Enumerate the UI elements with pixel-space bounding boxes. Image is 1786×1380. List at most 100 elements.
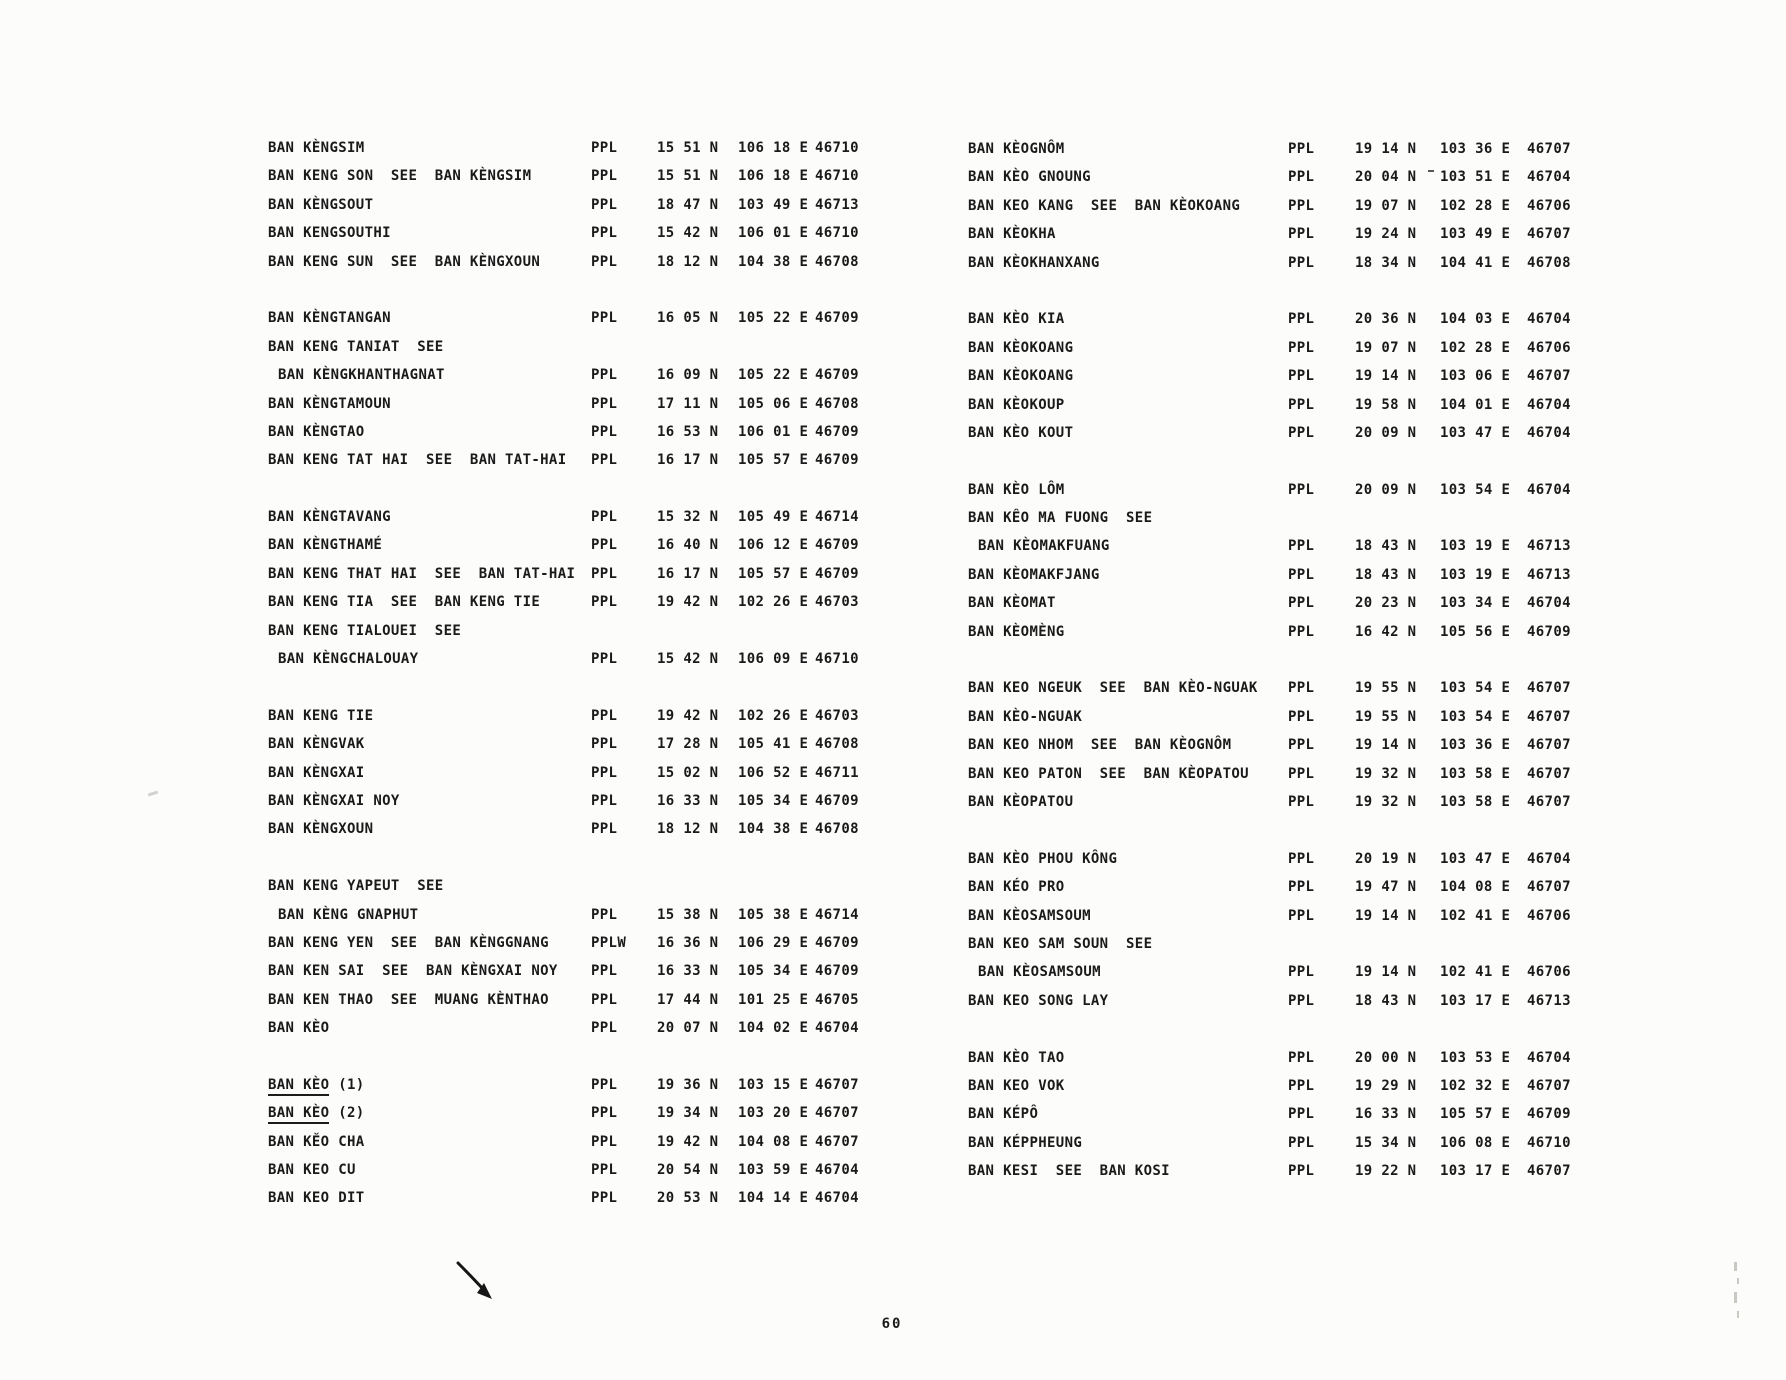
designation: PPL xyxy=(1288,481,1315,498)
longitude: 105 34 E xyxy=(738,963,809,980)
longitude: 103 17 E xyxy=(1440,1163,1511,1180)
gazetteer-row: BAN KEO VOK PPL 19 29 N 102 32 E 46707 xyxy=(968,1072,1628,1100)
longitude: 106 18 E xyxy=(738,168,809,185)
gazetteer-row: BAN KÈNGCHALOUAY PPL 15 42 N 106 09 E 46710 xyxy=(268,645,1148,673)
area-code: 46710 xyxy=(815,651,859,668)
latitude: 20 54 N xyxy=(657,1162,719,1179)
designation: PPL xyxy=(591,310,618,327)
area-code: 46707 xyxy=(1527,737,1571,754)
designation: PPL xyxy=(591,1020,618,1037)
designation: PPL xyxy=(1288,1163,1315,1180)
longitude: 104 41 E xyxy=(1440,254,1511,271)
place-name: BAN KÈOMAT xyxy=(968,595,1056,612)
designation: PPL xyxy=(1288,1049,1315,1066)
place-name: BAN KÈNGTAO xyxy=(268,423,365,440)
area-code: 46709 xyxy=(815,537,859,554)
latitude: 16 36 N xyxy=(657,934,719,951)
gazetteer-row: BAN KÊO MA FUONG SEE xyxy=(968,504,1628,532)
latitude: 17 44 N xyxy=(657,991,719,1008)
designation: PPL xyxy=(591,509,618,526)
place-name: BAN KÈOMAKFUANG xyxy=(978,538,1110,555)
place-name: BAN KEO SAM SOUN SEE xyxy=(968,935,1153,952)
gazetteer-row: BAN KÈO (2) PPL 19 34 N 103 20 E 46707 xyxy=(268,1099,1148,1127)
latitude: 18 47 N xyxy=(657,196,719,213)
latitude: 16 17 N xyxy=(657,452,719,469)
place-name: BAN KÈNGXOUN xyxy=(268,821,374,838)
latitude: 19 42 N xyxy=(657,707,719,724)
longitude: 104 38 E xyxy=(738,253,809,270)
latitude: 19 14 N xyxy=(1355,964,1417,981)
area-code: 46707 xyxy=(815,1105,859,1122)
place-name: BAN KÈO GNOUNG xyxy=(968,169,1091,186)
entry-group: BAN KÈO PHOU KÔNG PPL 20 19 N 103 47 E 46704… xyxy=(968,845,1628,1015)
designation: PPL xyxy=(1288,708,1315,725)
gazetteer-row: BAN KÈOSAMSOUM PPL 19 14 N 102 41 E 46706 xyxy=(968,958,1628,986)
area-code: 46714 xyxy=(815,906,859,923)
latitude: 19 29 N xyxy=(1355,1077,1417,1094)
area-code: 46713 xyxy=(815,196,859,213)
latitude: 19 36 N xyxy=(657,1076,719,1093)
place-name: BAN KÈOMAKFJANG xyxy=(968,566,1100,583)
place-name: BAN KEO KANG SEE BAN KÈOKOANG xyxy=(968,197,1241,214)
gazetteer-row: BAN KÈOKHA PPL 19 24 N 103 49 E 46707 xyxy=(968,220,1628,248)
longitude: 105 34 E xyxy=(738,792,809,809)
place-name: BAN KÈO xyxy=(268,1020,330,1037)
longitude: 104 01 E xyxy=(1440,396,1511,413)
area-code: 46707 xyxy=(1527,879,1571,896)
latitude: 19 07 N xyxy=(1355,339,1417,356)
latitude: 18 43 N xyxy=(1355,992,1417,1009)
area-code: 46708 xyxy=(815,821,859,838)
designation: PPL xyxy=(591,196,618,213)
longitude: 105 56 E xyxy=(1440,623,1511,640)
area-code: 46710 xyxy=(815,225,859,242)
gazetteer-column: BAN KÈOGNÔM PPL 19 14 N 103 36 E 46707 BAN KÈ… xyxy=(968,135,1628,1214)
area-code: 46705 xyxy=(815,991,859,1008)
place-name: BAN KEO SONG LAY xyxy=(968,992,1109,1009)
latitude: 20 09 N xyxy=(1355,424,1417,441)
area-code: 46704 xyxy=(1527,481,1571,498)
place-name: BAN KÈO KOUT xyxy=(968,424,1074,441)
designation: PPL xyxy=(1288,396,1315,413)
scan-edge-mark xyxy=(1734,1292,1737,1303)
designation: PPL xyxy=(591,991,618,1008)
longitude: 102 28 E xyxy=(1440,197,1511,214)
longitude: 102 41 E xyxy=(1440,964,1511,981)
latitude: 18 34 N xyxy=(1355,254,1417,271)
area-code: 46703 xyxy=(815,594,859,611)
area-code: 46710 xyxy=(1527,1134,1571,1151)
place-name: BAN KÈNGTAMOUN xyxy=(268,395,391,412)
place-name: BAN KENG SON SEE BAN KÈNGSIM xyxy=(268,168,532,185)
gazetteer-row: BAN KÈOKHANXANG PPL 18 34 N 104 41 E 46708 xyxy=(968,249,1628,277)
entry-group: BAN KÈO (1) PPL 19 36 N 103 15 E 46707 BAN KÈ… xyxy=(268,1071,1148,1213)
gazetteer-row: BAN KÈNGTAMOUN PPL 17 11 N 105 06 E 46708 xyxy=(268,390,1148,418)
gazetteer-row: BAN KEO CU PPL 20 54 N 103 59 E 46704 xyxy=(268,1156,1148,1184)
place-name: BAN KENG TIALOUEI SEE xyxy=(268,622,462,639)
area-code: 46713 xyxy=(1527,566,1571,583)
place-name: BAN KĚO CHA xyxy=(268,1133,365,1150)
latitude: 20 07 N xyxy=(657,1020,719,1037)
designation: PPL xyxy=(591,792,618,809)
longitude: 105 41 E xyxy=(738,736,809,753)
gazetteer-row: BAN KENG YEN SEE BAN KÈNGGNANG PPLW 16 36 … xyxy=(268,929,1148,957)
latitude: 20 19 N xyxy=(1355,850,1417,867)
gazetteer-row: BAN KÈO GNOUNG PPL 20 04 N 103 51 E 46704 xyxy=(968,163,1628,191)
gazetteer-row: BAN KÈOSAMSOUM PPL 19 14 N 102 41 E 46706 xyxy=(968,902,1628,930)
place-name: BAN KÈOGNÔM xyxy=(968,141,1065,157)
designation: PPL xyxy=(591,1105,618,1122)
gazetteer-row: BAN KÈNGTAO PPL 16 53 N 106 01 E 46709 xyxy=(268,418,1148,446)
gazetteer-row: BAN KÈOMAKFJANG PPL 18 43 N 103 19 E 46713 xyxy=(968,561,1628,589)
place-name: BAN KEO VOK xyxy=(968,1077,1065,1094)
place-name: BAN KENGSOUTHI xyxy=(268,225,391,242)
place-name: BAN KENG YAPEUT SEE xyxy=(268,878,444,895)
area-code: 46707 xyxy=(1527,226,1571,243)
longitude: 103 19 E xyxy=(1440,566,1511,583)
designation: PPL xyxy=(1288,680,1315,697)
area-code: 46707 xyxy=(1527,1077,1571,1094)
underlined-place-name: BAN KÈO xyxy=(268,1105,330,1125)
place-name: BAN KÈOSAMSOUM xyxy=(978,964,1101,981)
place-name: BAN KENG TANIAT SEE xyxy=(268,338,444,355)
area-code: 46707 xyxy=(1527,141,1571,157)
latitude: 19 14 N xyxy=(1355,368,1417,385)
designation: PPL xyxy=(591,651,618,668)
place-name: BAN KEO PATON SEE BAN KÈOPATOU xyxy=(968,765,1249,782)
